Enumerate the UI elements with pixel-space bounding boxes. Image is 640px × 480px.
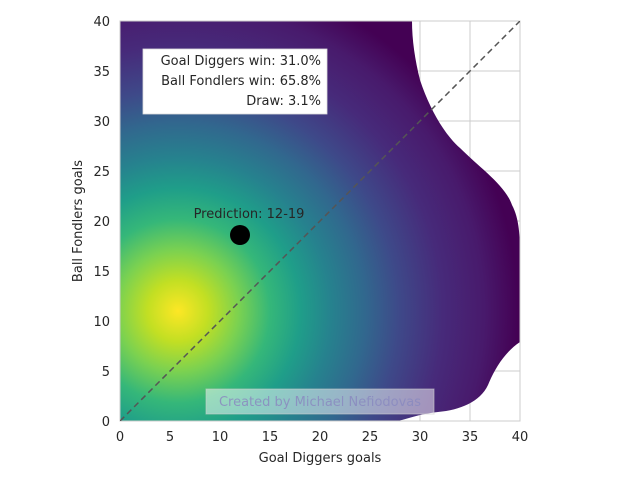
x-tick-label: 30 bbox=[412, 430, 429, 445]
x-tick-label: 5 bbox=[166, 430, 174, 445]
prediction-label: Prediction: 12-19 bbox=[194, 207, 305, 222]
y-tick-label: 20 bbox=[93, 215, 110, 230]
y-axis-label: Ball Fondlers goals bbox=[71, 160, 86, 282]
x-axis: 0 5 10 15 20 25 30 35 40 bbox=[116, 430, 528, 445]
x-tick-label: 35 bbox=[462, 430, 479, 445]
watermark-text: Created by Michael Nefiodovas bbox=[219, 395, 421, 410]
y-tick-label: 30 bbox=[93, 115, 110, 130]
stats-line-goal-diggers: Goal Diggers win: 31.0% bbox=[161, 54, 321, 69]
y-tick-label: 15 bbox=[93, 265, 110, 280]
x-tick-label: 25 bbox=[362, 430, 379, 445]
prediction-marker bbox=[230, 225, 250, 245]
y-tick-label: 10 bbox=[93, 315, 110, 330]
y-tick-label: 35 bbox=[93, 65, 110, 80]
x-tick-label: 20 bbox=[312, 430, 329, 445]
y-tick-label: 0 bbox=[102, 415, 110, 430]
x-tick-label: 40 bbox=[512, 430, 529, 445]
stats-box: Goal Diggers win: 31.0% Ball Fondlers wi… bbox=[142, 48, 328, 115]
y-tick-label: 40 bbox=[93, 15, 110, 30]
x-tick-label: 0 bbox=[116, 430, 124, 445]
plot-frame bbox=[119, 20, 521, 422]
watermark: Created by Michael Nefiodovas bbox=[205, 388, 435, 415]
x-tick-label: 10 bbox=[212, 430, 229, 445]
y-tick-label: 25 bbox=[93, 165, 110, 180]
x-axis-label: Goal Diggers goals bbox=[259, 451, 382, 466]
diagonal-line bbox=[120, 21, 520, 421]
y-tick-label: 5 bbox=[102, 365, 110, 380]
stats-line-draw: Draw: 3.1% bbox=[246, 94, 321, 109]
y-axis: 0 5 10 15 20 25 30 35 40 bbox=[93, 15, 110, 430]
x-tick-label: 15 bbox=[262, 430, 279, 445]
stats-line-ball-fondlers: Ball Fondlers win: 65.8% bbox=[161, 74, 321, 89]
